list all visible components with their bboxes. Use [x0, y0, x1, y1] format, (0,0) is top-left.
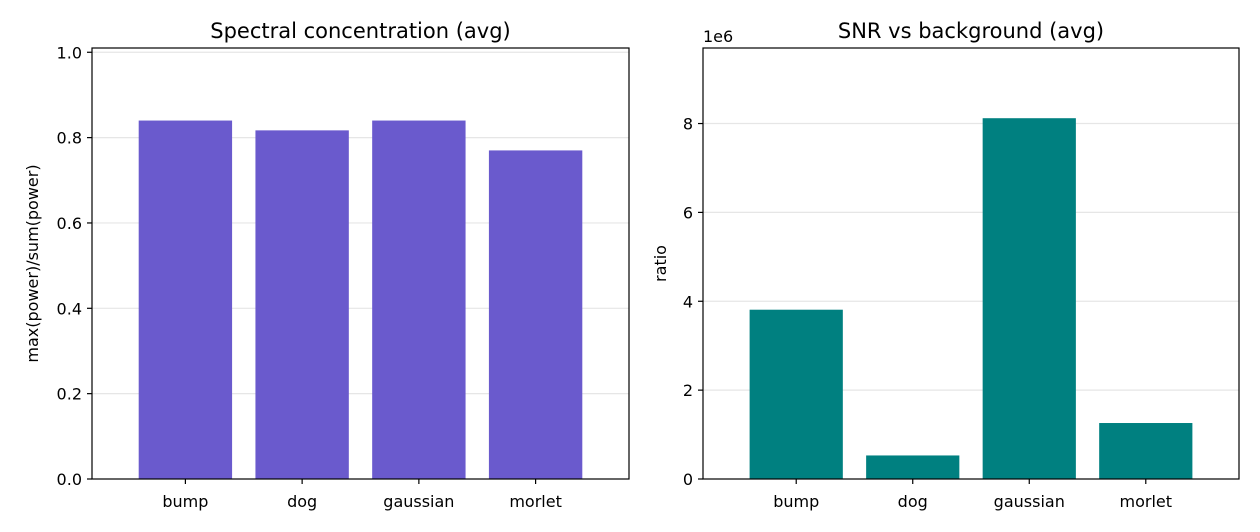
bar-gaussian	[982, 118, 1076, 479]
bar-bump	[138, 120, 233, 479]
x-tick-label: bump	[773, 492, 819, 511]
bar-gaussian	[372, 120, 466, 479]
chart-title: SNR vs background (avg)	[838, 19, 1104, 43]
bar-morlet	[488, 150, 583, 480]
y-tick-label: 4	[683, 292, 693, 311]
x-tick-label: gaussian	[383, 492, 454, 511]
y-offset-label: 1e6	[703, 27, 733, 46]
y-tick-label: 0	[683, 470, 693, 489]
y-tick-label: 8	[683, 115, 693, 134]
x-tick-label: gaussian	[994, 492, 1065, 511]
chart-title: Spectral concentration (avg)	[210, 19, 511, 43]
y-tick-label: 0.2	[57, 385, 82, 404]
y-axis-label: max(power)/sum(power)	[23, 164, 42, 362]
bar-morlet	[1099, 423, 1193, 479]
x-tick-label: dog	[287, 492, 317, 511]
y-tick-label: 6	[683, 203, 693, 222]
y-tick-label: 0.8	[57, 129, 82, 148]
bar-bump	[749, 309, 843, 479]
axes-frame	[702, 47, 1240, 480]
x-tick-label: dog	[898, 492, 928, 511]
x-tick-label: bump	[162, 492, 208, 511]
bar-dog	[866, 455, 960, 479]
snr-chart: 0 2 4 6 8 bump dog gaussian morlet SNR vs backgro…	[651, 19, 1240, 511]
x-tick-label: morlet	[1120, 492, 1173, 511]
bar-dog	[255, 130, 349, 479]
axes-frame	[91, 47, 630, 480]
y-tick-label: 0.4	[57, 299, 82, 318]
x-tick-label: morlet	[509, 492, 562, 511]
y-tick-label: 2	[683, 381, 693, 400]
spectral-concentration-chart: 0.0 0.2 0.4 0.6 0.8 1.0 bump dog gaussian morlet S…	[23, 19, 630, 511]
y-axis-label: ratio	[651, 245, 670, 282]
y-tick-label: 0.6	[57, 214, 82, 233]
y-tick-label: 0.0	[57, 470, 82, 489]
y-tick-label: 1.0	[57, 43, 82, 62]
